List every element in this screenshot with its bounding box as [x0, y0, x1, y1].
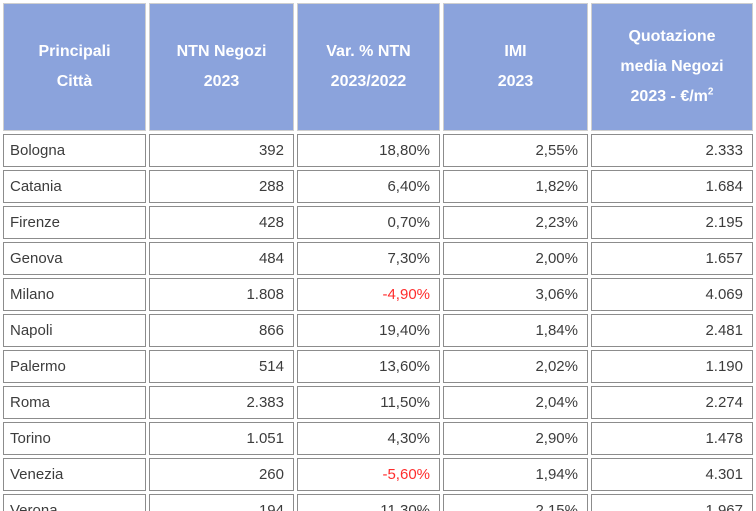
table-row: Milano 1.808 -4,90% 3,06% 4.069	[3, 278, 753, 311]
header-line: NTN Negozi	[176, 43, 267, 60]
cell-city: Milano	[3, 278, 146, 311]
cell-imi: 2,15%	[443, 494, 588, 511]
column-header-var-ntn: Var. % NTN 2023/2022	[297, 3, 440, 131]
header-line: Quotazione	[628, 28, 716, 45]
cell-quot: 1.190	[591, 350, 753, 383]
cell-city: Palermo	[3, 350, 146, 383]
header-line: 2023	[203, 73, 240, 90]
cell-ntn: 514	[149, 350, 294, 383]
cell-ntn: 288	[149, 170, 294, 203]
cell-var: 19,40%	[297, 314, 440, 347]
cell-quot: 1.657	[591, 242, 753, 275]
header-unit-superscript: 2	[707, 86, 714, 98]
cell-imi: 2,23%	[443, 206, 588, 239]
cell-city: Verona	[3, 494, 146, 511]
cell-ntn: 1.808	[149, 278, 294, 311]
cell-quot: 4.069	[591, 278, 753, 311]
cell-var: 11,50%	[297, 386, 440, 419]
cell-imi: 1,82%	[443, 170, 588, 203]
column-header-imi: IMI 2023	[443, 3, 588, 131]
column-header-ntn-negozi: NTN Negozi 2023	[149, 3, 294, 131]
cell-var: 18,80%	[297, 134, 440, 167]
cell-imi: 2,04%	[443, 386, 588, 419]
cell-var: -4,90%	[297, 278, 440, 311]
cell-city: Roma	[3, 386, 146, 419]
table-row: Catania 288 6,40% 1,82% 1.684	[3, 170, 753, 203]
cell-imi: 1,94%	[443, 458, 588, 491]
cell-city: Venezia	[3, 458, 146, 491]
table-header: Principali Città NTN Negozi 2023 Var. % …	[3, 3, 753, 131]
table-row: Roma 2.383 11,50% 2,04% 2.274	[3, 386, 753, 419]
table-row: Bologna 392 18,80% 2,55% 2.333	[3, 134, 753, 167]
cell-ntn: 260	[149, 458, 294, 491]
header-line: Var. % NTN	[326, 43, 411, 60]
header-line: IMI	[504, 43, 527, 60]
cell-quot: 1.478	[591, 422, 753, 455]
cell-imi: 2,90%	[443, 422, 588, 455]
table-row: Firenze 428 0,70% 2,23% 2.195	[3, 206, 753, 239]
header-line: media Negozi	[620, 58, 724, 75]
header-row: Principali Città NTN Negozi 2023 Var. % …	[3, 3, 753, 131]
header-line: 2023/2022	[330, 73, 407, 90]
header-line: 2023 - €/m2	[594, 82, 750, 112]
cell-ntn: 1.051	[149, 422, 294, 455]
cell-city: Catania	[3, 170, 146, 203]
header-unit-text: 2023 - €/m	[630, 88, 708, 105]
cell-ntn: 866	[149, 314, 294, 347]
table-row: Genova 484 7,30% 2,00% 1.657	[3, 242, 753, 275]
cell-city: Torino	[3, 422, 146, 455]
cell-quot: 2.274	[591, 386, 753, 419]
table-row: Torino 1.051 4,30% 2,90% 1.478	[3, 422, 753, 455]
table-row: Venezia 260 -5,60% 1,94% 4.301	[3, 458, 753, 491]
cell-var: 0,70%	[297, 206, 440, 239]
header-line: Principali	[38, 43, 111, 60]
table-row: Palermo 514 13,60% 2,02% 1.190	[3, 350, 753, 383]
table-row: Verona 194 11,30% 2,15% 1.967	[3, 494, 753, 511]
cell-quot: 1.967	[591, 494, 753, 511]
cell-ntn: 392	[149, 134, 294, 167]
cell-city: Bologna	[3, 134, 146, 167]
column-header-principali-citta: Principali Città	[3, 3, 146, 131]
cell-imi: 2,00%	[443, 242, 588, 275]
cell-var: -5,60%	[297, 458, 440, 491]
cell-var: 13,60%	[297, 350, 440, 383]
cell-imi: 1,84%	[443, 314, 588, 347]
cell-ntn: 484	[149, 242, 294, 275]
cell-var: 11,30%	[297, 494, 440, 511]
column-header-quotazione-media: Quotazione media Negozi 2023 - €/m2	[591, 3, 753, 131]
cell-ntn: 428	[149, 206, 294, 239]
cell-var: 4,30%	[297, 422, 440, 455]
cell-quot: 2.195	[591, 206, 753, 239]
cell-imi: 2,02%	[443, 350, 588, 383]
cell-var: 6,40%	[297, 170, 440, 203]
cell-quot: 2.333	[591, 134, 753, 167]
cell-city: Genova	[3, 242, 146, 275]
table-row: Napoli 866 19,40% 1,84% 2.481	[3, 314, 753, 347]
cell-quot: 2.481	[591, 314, 753, 347]
cell-imi: 2,55%	[443, 134, 588, 167]
cell-city: Firenze	[3, 206, 146, 239]
cell-var: 7,30%	[297, 242, 440, 275]
cell-city: Napoli	[3, 314, 146, 347]
table-body: Bologna 392 18,80% 2,55% 2.333 Catania 2…	[3, 134, 753, 511]
cell-quot: 4.301	[591, 458, 753, 491]
cell-ntn: 194	[149, 494, 294, 511]
header-line: Città	[56, 73, 93, 90]
cell-ntn: 2.383	[149, 386, 294, 419]
header-line: 2023	[497, 73, 534, 90]
cell-imi: 3,06%	[443, 278, 588, 311]
cell-quot: 1.684	[591, 170, 753, 203]
